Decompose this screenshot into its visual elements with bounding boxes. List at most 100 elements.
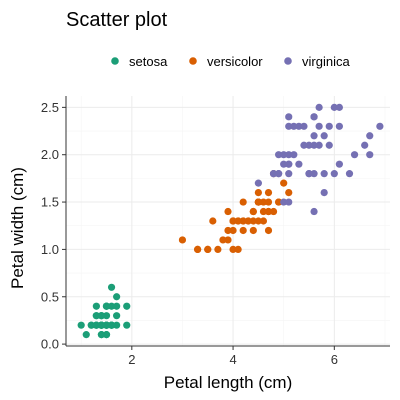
data-point [107, 302, 116, 310]
chart-title: Scatter plot [66, 9, 168, 31]
series-versicolor [178, 170, 293, 254]
legend: setosa versicolor virginica [111, 54, 350, 69]
x-tick-label: 2 [128, 352, 135, 367]
data-point [264, 188, 273, 197]
data-point [280, 151, 288, 159]
data-point [87, 321, 95, 329]
y-axis-title: Petal width (cm) [8, 167, 27, 289]
data-point [310, 170, 318, 178]
data-point [335, 122, 343, 130]
data-point [366, 132, 374, 140]
data-point [224, 207, 232, 216]
data-point [239, 217, 247, 225]
x-tick-label: 4 [229, 352, 236, 367]
data-point [113, 302, 121, 310]
data-point [325, 141, 333, 149]
data-point [275, 170, 283, 178]
x-tick-label: 6 [331, 352, 338, 367]
y-tick-label: 2.0 [41, 147, 59, 162]
series-virginica [254, 103, 384, 216]
data-point [194, 245, 202, 254]
data-point [275, 198, 283, 206]
data-point [92, 321, 100, 329]
data-point [335, 160, 343, 168]
data-point [335, 103, 343, 111]
legend-swatch [111, 57, 119, 65]
legend-label: virginica [302, 54, 350, 69]
y-tick-label: 1.0 [41, 242, 59, 257]
data-point [264, 198, 273, 206]
data-point [275, 151, 283, 159]
data-point [239, 198, 247, 206]
data-point [97, 312, 106, 320]
data-point [102, 312, 111, 320]
data-point [249, 217, 257, 225]
data-point [209, 217, 217, 225]
series-setosa [77, 283, 131, 339]
data-point [264, 207, 273, 216]
data-point [97, 321, 106, 329]
data-point [280, 179, 288, 187]
legend-item-versicolor: versicolor [189, 54, 263, 69]
data-point [310, 132, 318, 140]
data-point [285, 170, 293, 178]
data-point [320, 188, 328, 197]
legend-item-virginica: virginica [284, 54, 350, 69]
data-point [320, 132, 328, 140]
data-point [224, 226, 232, 235]
data-point [269, 170, 278, 178]
data-point [300, 141, 308, 149]
data-point [285, 122, 293, 130]
data-point [361, 141, 369, 149]
data-point [254, 179, 262, 187]
data-point [290, 151, 298, 159]
data-point [214, 245, 222, 254]
data-point [376, 122, 384, 130]
y-tick-label: 0.5 [41, 289, 59, 304]
data-point [107, 321, 116, 329]
data-point [178, 236, 187, 244]
legend-item-setosa: setosa [111, 54, 168, 69]
data-point [280, 160, 288, 168]
data-point [310, 141, 318, 149]
data-point [92, 312, 100, 320]
data-point [285, 113, 293, 121]
data-point [285, 160, 293, 168]
data-point [315, 122, 323, 130]
data-point [102, 321, 111, 329]
data-point [290, 122, 298, 130]
y-tick-label: 0.0 [41, 337, 59, 352]
data-point [330, 170, 338, 178]
data-point [229, 217, 237, 225]
data-point [254, 217, 262, 225]
data-point [315, 103, 323, 111]
data-point [97, 331, 106, 339]
data-point [102, 302, 111, 310]
data-point [239, 226, 247, 235]
data-point [300, 122, 308, 130]
data-point [249, 207, 257, 216]
data-point [102, 331, 111, 339]
data-point [285, 198, 293, 206]
data-point [264, 226, 273, 235]
data-point [259, 217, 268, 225]
legend-label: setosa [129, 54, 168, 69]
data-point [113, 321, 121, 329]
data-point [285, 188, 293, 197]
data-point [320, 170, 328, 178]
data-point [280, 198, 288, 206]
data-point [244, 217, 252, 225]
data-point [92, 302, 100, 310]
data-point [259, 198, 268, 206]
data-point [234, 217, 242, 225]
data-point [295, 160, 303, 168]
data-point [224, 236, 232, 244]
data-point [219, 236, 227, 244]
grid [66, 96, 390, 346]
data-point [295, 122, 303, 130]
data-point [254, 198, 262, 206]
data-point [269, 207, 278, 216]
data-point [310, 207, 318, 216]
data-point [82, 331, 90, 339]
